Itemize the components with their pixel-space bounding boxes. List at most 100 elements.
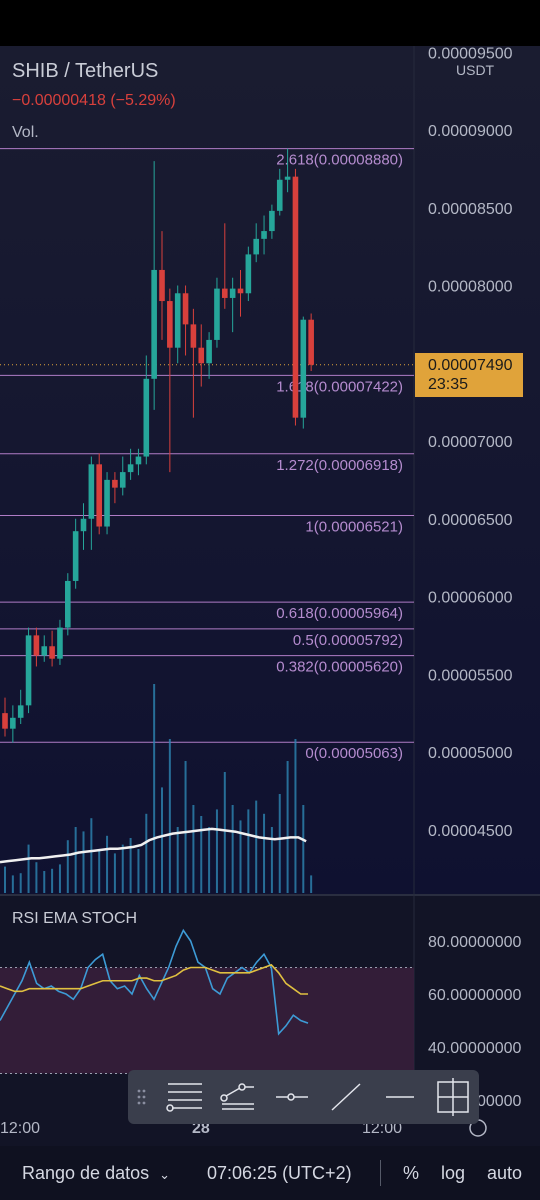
fib-retracement-icon[interactable] [158, 1070, 210, 1124]
volume-bar [200, 816, 203, 893]
volume-bar [113, 853, 116, 893]
price-change: −0.00000418 (−5.29%) [12, 92, 176, 109]
candle-body[interactable] [222, 288, 228, 298]
candle-body[interactable] [72, 531, 79, 581]
rsi-series-line[interactable] [0, 963, 308, 995]
price-tick-label: 0.00007000 [428, 434, 513, 451]
auto-toggle[interactable]: auto [487, 1163, 523, 1183]
percent-toggle[interactable]: % [403, 1163, 420, 1183]
candle-body[interactable] [182, 293, 189, 325]
volume-bar [153, 684, 156, 893]
candle-body[interactable] [135, 456, 142, 465]
last-price-badge: 0.00007490 23:35 [415, 353, 523, 397]
candle-body[interactable] [229, 288, 236, 298]
candle-body[interactable] [292, 176, 299, 418]
candle-body[interactable] [65, 580, 71, 628]
volume-bar [145, 813, 148, 893]
divider [380, 1160, 381, 1186]
candle-body[interactable] [237, 288, 244, 294]
candle-body[interactable] [300, 319, 307, 418]
candle-body[interactable] [88, 464, 95, 519]
price-tick-label: 0.00005000 [428, 745, 513, 762]
horizontal-ray-icon[interactable] [266, 1070, 318, 1124]
long-position-icon[interactable] [428, 1070, 480, 1124]
log-toggle[interactable]: log [441, 1163, 466, 1183]
volume-bar [231, 805, 234, 893]
candle-body[interactable] [167, 301, 173, 348]
candle-body[interactable] [143, 378, 150, 457]
date-range-dropdown[interactable]: Rango de datos ⌄ [22, 1163, 170, 1184]
candle-body[interactable] [49, 646, 55, 659]
candle-body[interactable] [284, 176, 291, 180]
candle-body[interactable] [10, 717, 16, 729]
date-range-label: Rango de datos [22, 1163, 150, 1183]
volume-bar [19, 873, 22, 893]
trend-line-icon[interactable] [320, 1070, 372, 1124]
candle-body[interactable] [96, 464, 102, 527]
candle-body[interactable] [104, 479, 110, 527]
volume-bar [66, 840, 69, 893]
candle-body[interactable] [214, 288, 220, 340]
volume-bar [176, 827, 179, 893]
candle-body[interactable] [17, 705, 24, 718]
price-tick-label: 0.00006000 [428, 590, 513, 607]
candle-body[interactable] [261, 231, 267, 239]
volume-ma-line [0, 827, 307, 864]
volume-bar [223, 772, 226, 893]
candle-body[interactable] [80, 518, 87, 532]
volume-bar [310, 875, 313, 893]
drag-handle-icon[interactable] [128, 1070, 154, 1124]
fib-level-label: 0.5(0.00005792) [293, 632, 403, 649]
price-tick-label: 0.00005500 [428, 667, 513, 684]
candle-body[interactable] [25, 635, 32, 706]
candle-body[interactable] [41, 646, 48, 656]
candle-body[interactable] [308, 319, 314, 365]
candle-body[interactable] [119, 472, 126, 488]
candle-body[interactable] [151, 269, 157, 379]
volume-bar [239, 820, 242, 893]
fib-level-label: 1(0.00006521) [305, 518, 403, 535]
volume-bar [137, 849, 140, 893]
candle-body[interactable] [2, 713, 8, 729]
candle-body[interactable] [174, 293, 181, 348]
fib-levels[interactable]: 2.618(0.00008880) 1.618(0.00007422) 1.272(… [0, 148, 414, 763]
candle-body[interactable] [276, 179, 283, 211]
bottom-bar: Rango de datos ⌄ 07:06:25 (UTC+2) % log … [0, 1146, 540, 1200]
volume-label[interactable]: Vol. [12, 124, 39, 141]
pitchfork-icon[interactable] [212, 1070, 264, 1124]
symbol-title[interactable]: SHIB / TetherUS [12, 60, 159, 82]
price-tick-label: 0.00008500 [428, 201, 513, 218]
volume-bar [294, 739, 297, 893]
horizontal-line-icon[interactable] [374, 1070, 426, 1124]
chart-canvas[interactable]: 2.618(0.00008880) 1.618(0.00007422) 1.272(… [0, 46, 540, 1146]
volume-bar [11, 875, 14, 893]
candle-body[interactable] [206, 339, 212, 364]
volume-bar [302, 805, 305, 893]
candle-body[interactable] [57, 627, 63, 659]
price-tick-label: 0.00008000 [428, 279, 513, 296]
rsi-tick-label: 40.00000000 [428, 1040, 522, 1057]
rsi-tick-label: 60.00000000 [428, 987, 522, 1004]
candle-body[interactable] [112, 479, 118, 488]
candle-body[interactable] [253, 238, 259, 255]
rsi-title[interactable]: RSI EMA STOCH [12, 910, 138, 927]
candle-body[interactable] [198, 347, 205, 364]
volume-bar [27, 844, 30, 893]
price-tick-label: 0.00009000 [428, 123, 513, 140]
volume-bar [43, 871, 46, 893]
volume-bar [208, 827, 211, 893]
candle-body[interactable] [269, 210, 275, 232]
candle-body[interactable] [190, 324, 197, 348]
volume-bar [263, 813, 266, 893]
volume-bar [286, 761, 289, 893]
rsi-series-line[interactable] [0, 928, 309, 1036]
candles[interactable] [2, 148, 314, 743]
fib-level-label: 1.272(0.00006918) [276, 457, 403, 474]
candle-body[interactable] [33, 635, 40, 656]
fib-level-label: 0.618(0.00005964) [276, 605, 403, 622]
clock-timezone[interactable]: 07:06:25 (UTC+2) [207, 1163, 352, 1183]
candle-body[interactable] [245, 254, 252, 294]
candle-body[interactable] [127, 464, 134, 473]
volume-bar [184, 761, 187, 893]
candle-body[interactable] [159, 269, 165, 302]
